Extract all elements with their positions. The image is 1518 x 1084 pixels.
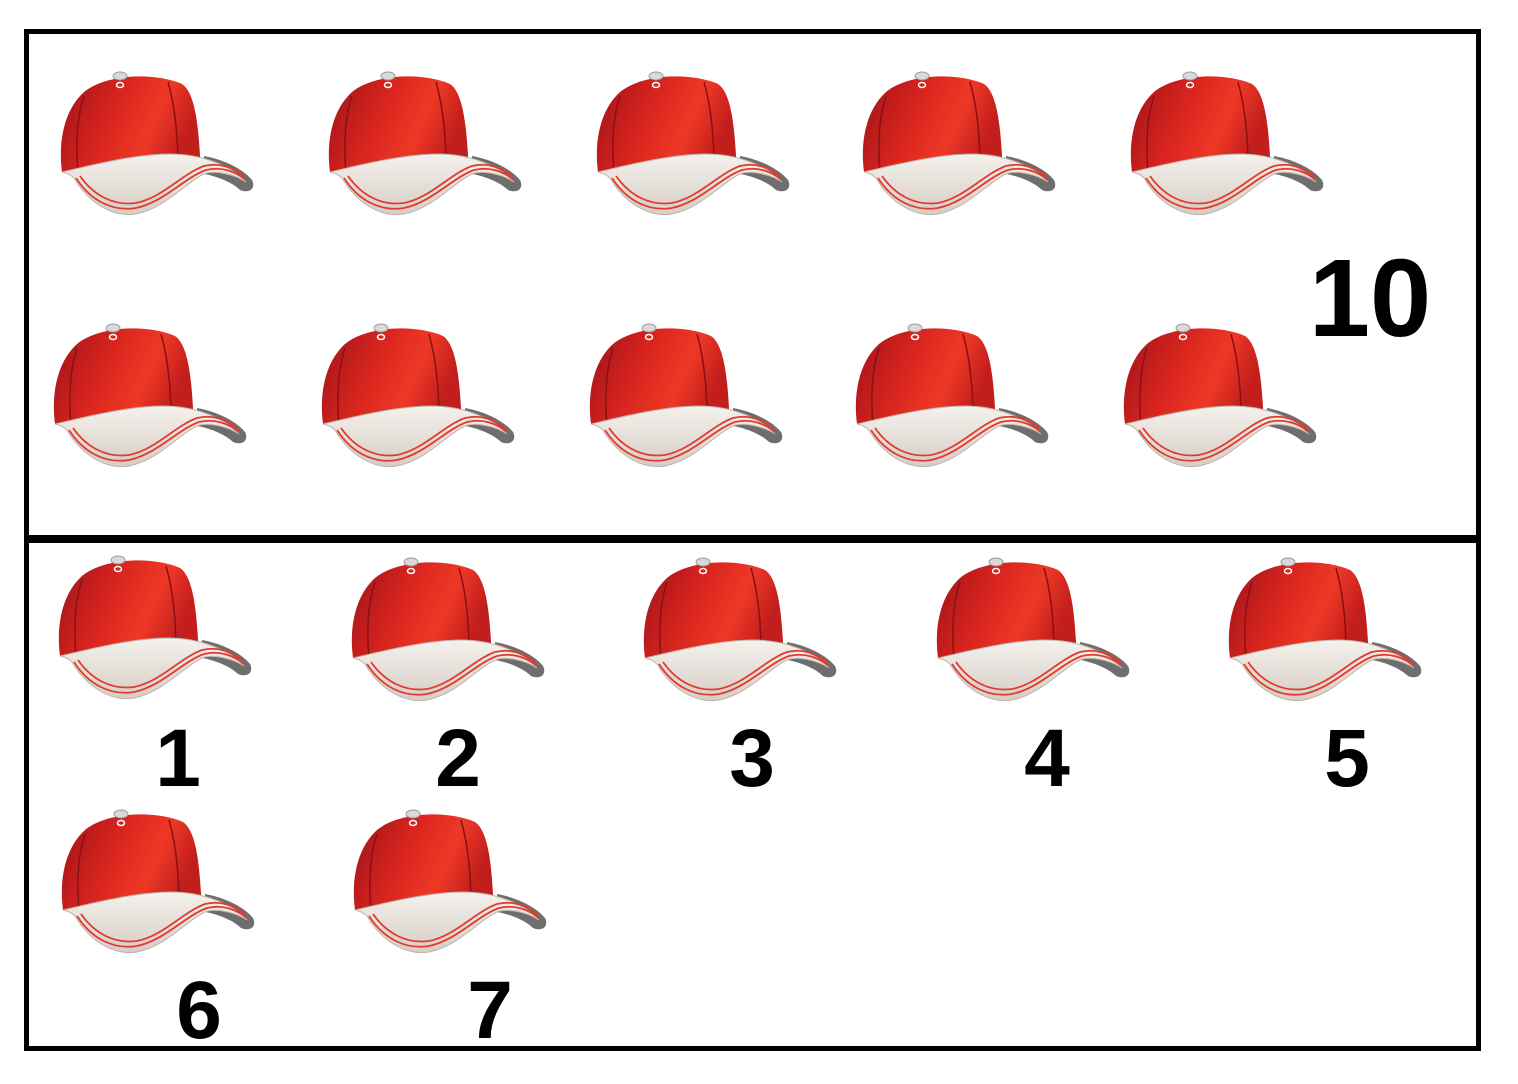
count-number-3: 3 bbox=[729, 713, 775, 804]
baseball-cap-icon bbox=[54, 70, 259, 220]
baseball-cap-icon bbox=[583, 322, 788, 472]
baseball-cap-icon bbox=[1222, 556, 1427, 706]
baseball-cap-icon bbox=[347, 808, 552, 958]
total-count-label: 10 bbox=[1308, 237, 1432, 360]
baseball-cap-icon bbox=[590, 70, 795, 220]
baseball-cap-icon bbox=[930, 556, 1135, 706]
count-number-1: 1 bbox=[155, 713, 201, 804]
count-number-7: 7 bbox=[467, 965, 513, 1056]
baseball-cap-icon bbox=[1124, 70, 1329, 220]
baseball-cap-icon bbox=[637, 556, 842, 706]
baseball-cap-icon bbox=[47, 322, 252, 472]
baseball-cap-icon bbox=[856, 70, 1061, 220]
baseball-cap-icon bbox=[849, 322, 1054, 472]
count-number-5: 5 bbox=[1324, 713, 1370, 804]
baseball-cap-icon bbox=[55, 808, 260, 958]
baseball-cap-icon bbox=[315, 322, 520, 472]
baseball-cap-icon bbox=[52, 554, 257, 704]
baseball-cap-icon bbox=[322, 70, 527, 220]
count-number-4: 4 bbox=[1024, 713, 1070, 804]
count-number-2: 2 bbox=[435, 713, 481, 804]
baseball-cap-icon bbox=[345, 556, 550, 706]
count-number-6: 6 bbox=[176, 965, 222, 1056]
